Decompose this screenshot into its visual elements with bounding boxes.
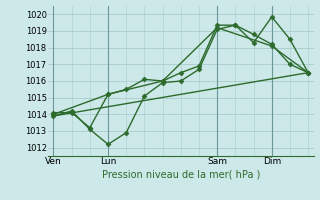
X-axis label: Pression niveau de la mer( hPa ): Pression niveau de la mer( hPa ) bbox=[102, 169, 260, 179]
